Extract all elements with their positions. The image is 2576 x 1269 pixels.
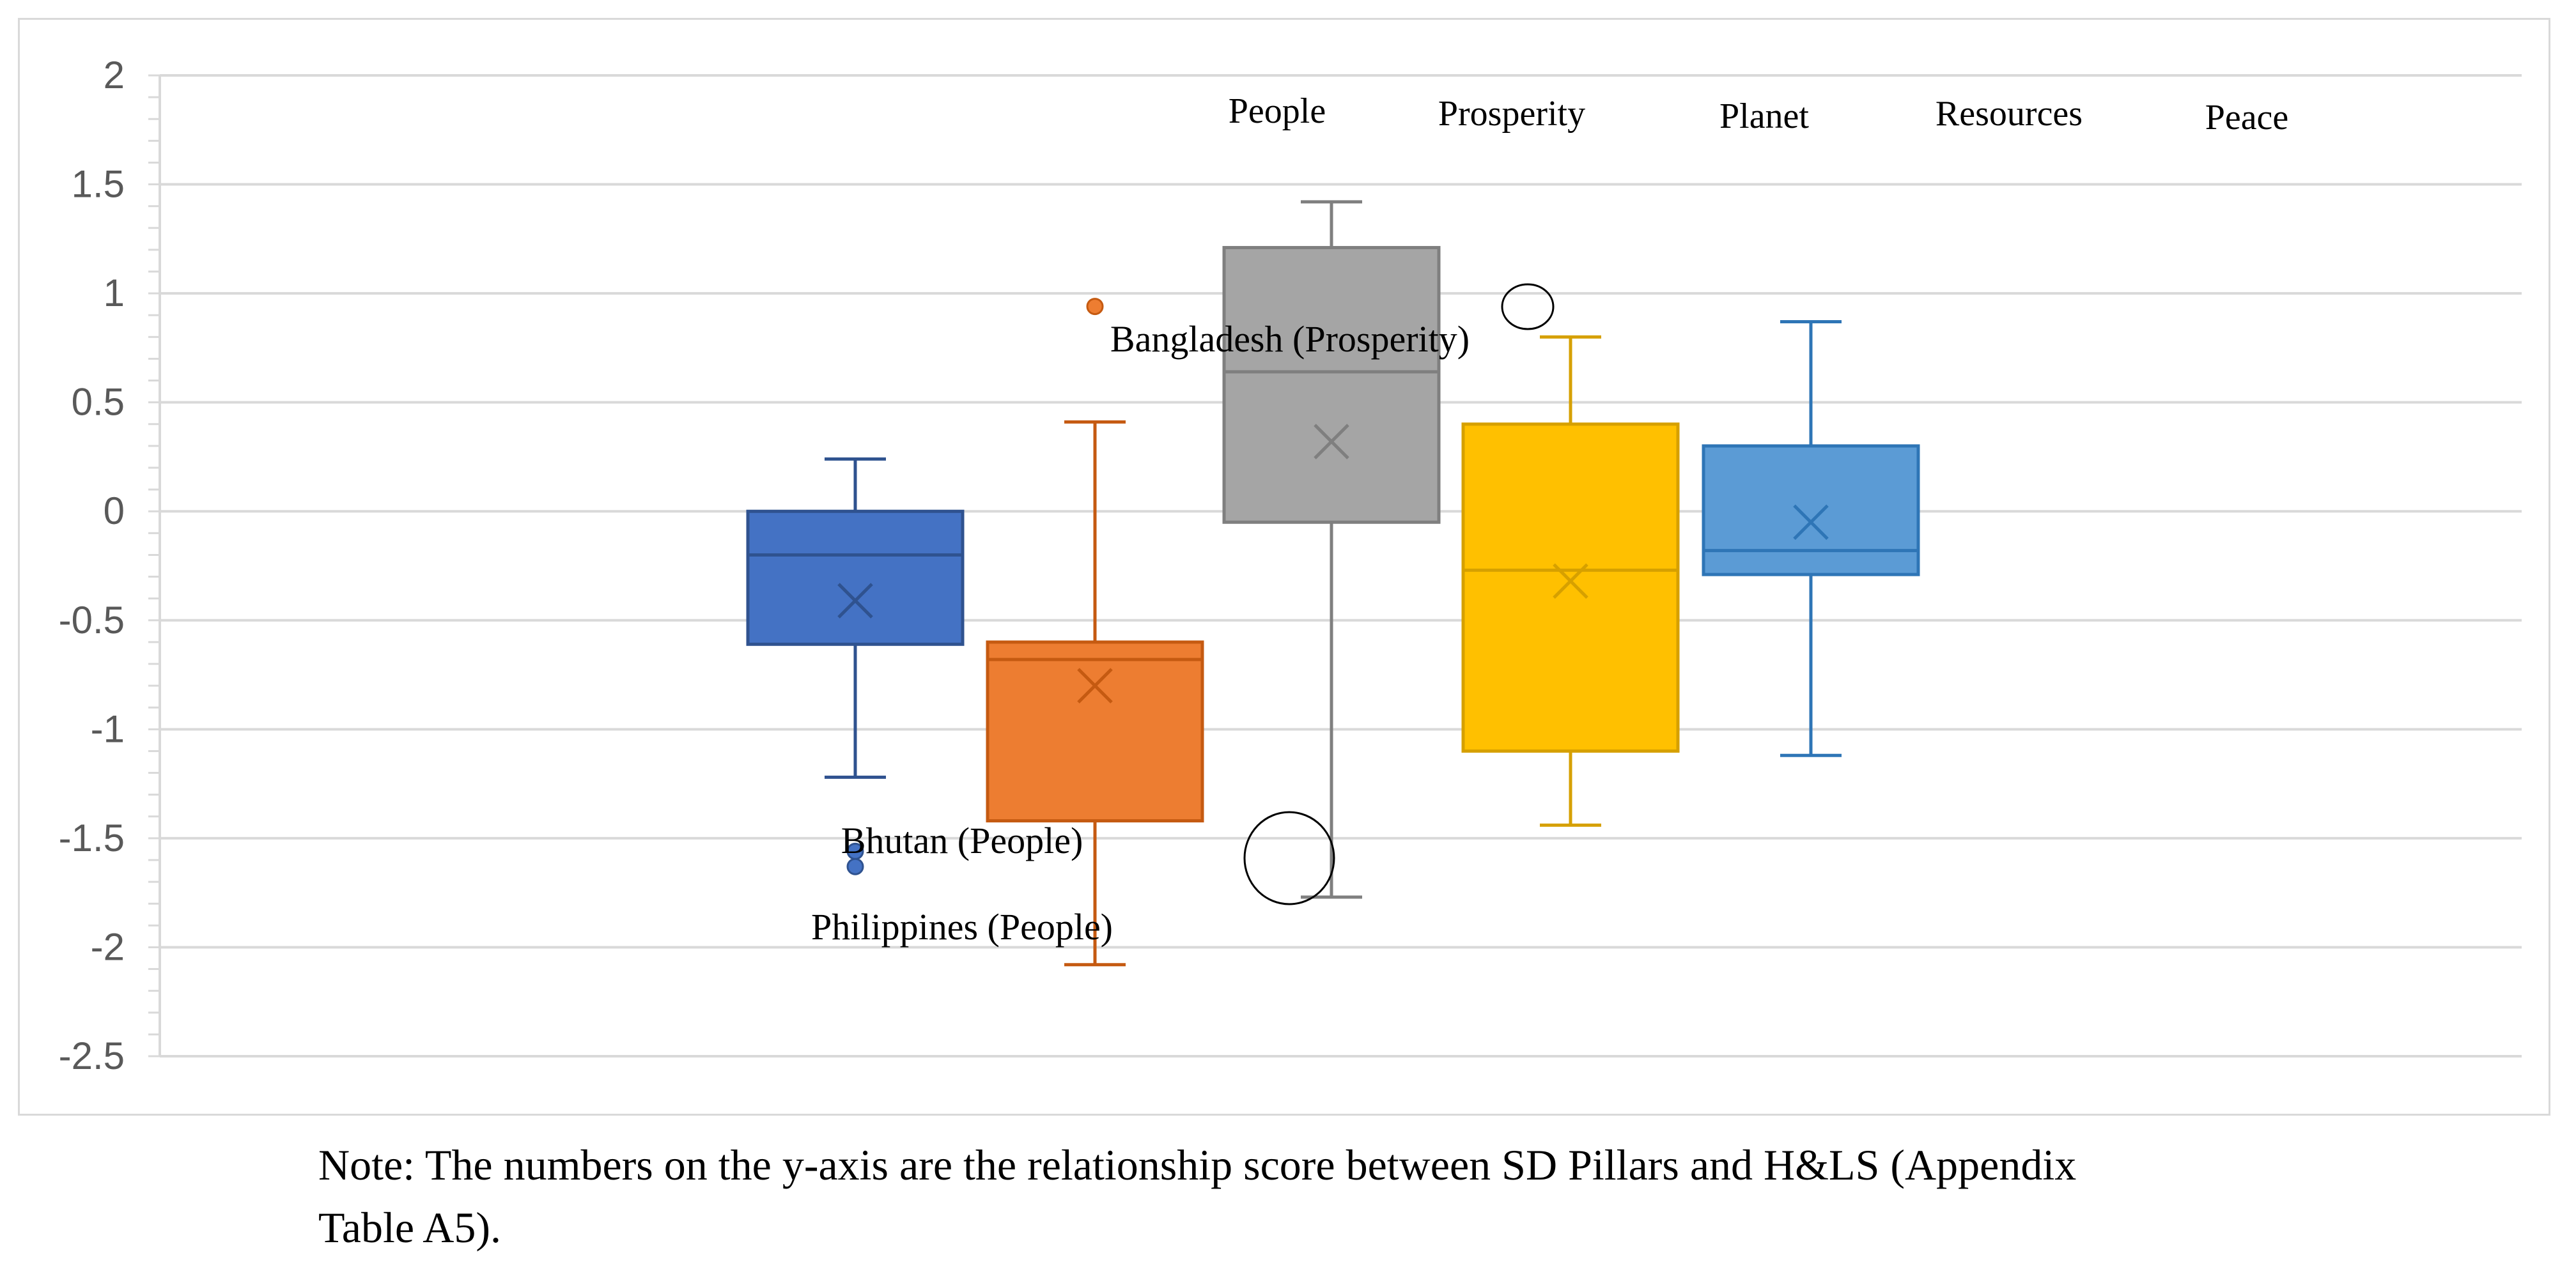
y-tick-label: -1 bbox=[91, 707, 125, 750]
box-peace bbox=[1702, 319, 1920, 757]
legend-peace: Peace bbox=[2205, 98, 2289, 137]
grid-lines bbox=[160, 74, 2522, 1058]
annotation-bangladesh: Bangladesh (Prosperity) bbox=[1110, 318, 1470, 360]
annotation-circle-prosperity bbox=[1501, 283, 1555, 330]
mean-marker bbox=[837, 583, 873, 619]
y-tick-label: -2.5 bbox=[59, 1034, 125, 1077]
pillar-legend: People Prosperity Planet Resources Peace bbox=[1229, 91, 2289, 137]
chart-frame bbox=[18, 18, 2550, 1116]
figure-note: Note: The numbers on the y-axis are the … bbox=[318, 1134, 2504, 1259]
annotation-bhutan: Bhutan (People) bbox=[841, 820, 1083, 861]
outlier-point bbox=[846, 858, 864, 875]
legend-planet: Planet bbox=[1719, 96, 1809, 136]
y-tick-label: -0.5 bbox=[59, 599, 125, 642]
y-tick-label: 1.5 bbox=[72, 163, 125, 206]
annotation-circle-planet bbox=[1243, 811, 1335, 905]
box-iqr bbox=[986, 640, 1204, 823]
annotation-philippines: Philippines (People) bbox=[811, 906, 1113, 948]
box-planet bbox=[1222, 200, 1441, 899]
note-line-2: Table A5). bbox=[318, 1203, 502, 1252]
legend-people: People bbox=[1229, 91, 1326, 131]
box-people bbox=[746, 457, 965, 875]
box-resources bbox=[1461, 335, 1680, 827]
note-line-1: Note: The numbers on the y-axis are the … bbox=[318, 1141, 2077, 1189]
outlier-point bbox=[1086, 298, 1104, 316]
y-tick-label: 2 bbox=[104, 54, 125, 96]
outlier-annotations: Bangladesh (Prosperity) Bhutan (People) … bbox=[811, 283, 1555, 948]
mean-marker bbox=[1314, 424, 1349, 459]
legend-prosperity: Prosperity bbox=[1438, 94, 1585, 134]
mean-marker bbox=[1077, 668, 1113, 704]
mean-marker bbox=[1793, 504, 1829, 541]
box-prosperity bbox=[986, 298, 1204, 967]
box-iqr bbox=[1222, 245, 1441, 524]
chart-canvas: 2 1.5 1 0.5 0 -0.5 -1 -1.5 -2 -2.5 People Prosper… bbox=[59, 54, 2522, 1077]
y-tick-label: -2 bbox=[91, 925, 125, 968]
legend-resources: Resources bbox=[1936, 94, 2083, 134]
y-tick-label: 1 bbox=[104, 272, 125, 314]
y-tick-label: 0.5 bbox=[72, 381, 125, 424]
box-plots bbox=[746, 200, 1920, 967]
box-iqr bbox=[1702, 444, 1920, 576]
box-iqr bbox=[746, 509, 965, 646]
y-axis: 2 1.5 1 0.5 0 -0.5 -1 -1.5 -2 -2.5 bbox=[59, 54, 161, 1077]
y-tick-label: 0 bbox=[104, 489, 125, 532]
box-iqr bbox=[1461, 422, 1680, 753]
mean-marker bbox=[1553, 563, 1588, 599]
y-tick-label: -1.5 bbox=[59, 817, 125, 859]
